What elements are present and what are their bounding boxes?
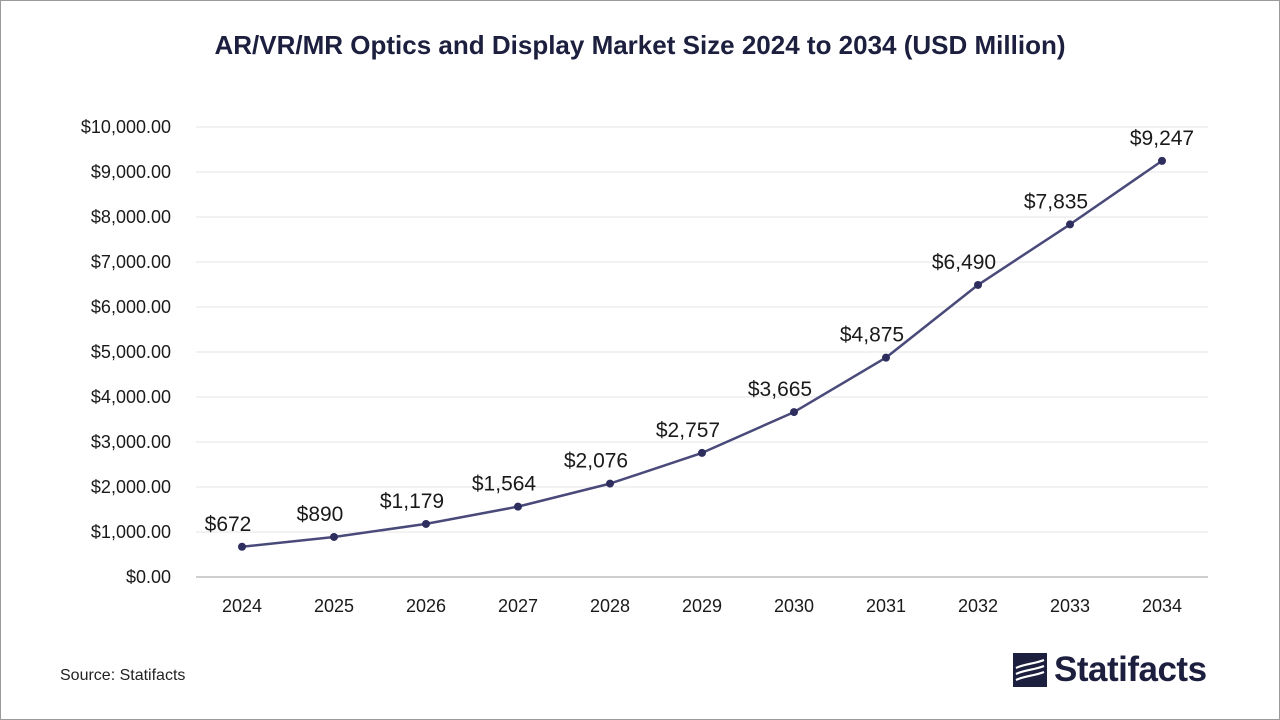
- data-point: [330, 532, 338, 541]
- x-tick-label: 2031: [866, 596, 906, 616]
- brand-name: Statifacts: [1054, 650, 1207, 689]
- series-line: [241, 159, 1163, 549]
- data-labels: $672 $890 $1,179 $1,564 $2,076 $2,757 $3,665 $4…: [205, 127, 1194, 536]
- data-label: $6,490: [932, 251, 996, 274]
- data-label: $1,564: [472, 473, 537, 496]
- y-tick-label: $6,000.00: [91, 297, 171, 317]
- data-point: [974, 280, 982, 289]
- y-tick-label: $0.00: [126, 567, 171, 587]
- data-label: $7,835: [1024, 190, 1088, 213]
- x-tick-label: 2027: [498, 596, 538, 616]
- statifacts-logo-icon: [1013, 653, 1047, 687]
- data-point: [514, 502, 522, 511]
- x-tick-label: 2030: [774, 596, 814, 616]
- y-tick-label: $8,000.00: [91, 207, 171, 227]
- x-tick-label: 2024: [222, 596, 262, 616]
- data-label: $1,179: [380, 490, 444, 513]
- x-axis-tick-labels: 2024 2025 2026 2027 2028 2029 2030 2031 2032 2033…: [222, 596, 1182, 616]
- data-point: [882, 353, 890, 362]
- x-tick-label: 2034: [1142, 596, 1182, 616]
- data-label: $4,875: [840, 324, 904, 347]
- y-tick-label: $10,000.00: [81, 117, 171, 137]
- chart-title: AR/VR/MR Optics and Display Market Size …: [214, 30, 1066, 60]
- y-tick-label: $2,000.00: [91, 477, 171, 497]
- data-point: [1066, 220, 1074, 229]
- brand-logo: Statifacts: [1012, 650, 1207, 690]
- data-point: [698, 448, 706, 457]
- y-tick-label: $1,000.00: [91, 522, 171, 542]
- data-label: $2,076: [564, 450, 628, 473]
- data-label: $672: [205, 513, 252, 536]
- y-tick-label: $4,000.00: [91, 387, 171, 407]
- y-tick-label: $3,000.00: [91, 432, 171, 452]
- data-point: [422, 519, 430, 528]
- data-label: $9,247: [1130, 127, 1194, 150]
- data-point: [606, 479, 614, 488]
- data-point: [790, 408, 798, 417]
- grid-lines: [196, 126, 1208, 533]
- x-tick-label: 2033: [1050, 596, 1090, 616]
- x-tick-label: 2029: [682, 596, 722, 616]
- data-point: [1158, 156, 1166, 165]
- x-tick-label: 2025: [314, 596, 354, 616]
- data-label: $890: [297, 503, 344, 526]
- source-note: Source: Statifacts: [60, 667, 186, 684]
- data-label: $3,665: [748, 378, 812, 401]
- y-tick-label: $5,000.00: [91, 342, 171, 362]
- y-tick-label: $9,000.00: [91, 162, 171, 182]
- data-label: $2,757: [656, 419, 720, 442]
- x-tick-label: 2028: [590, 596, 630, 616]
- y-tick-label: $7,000.00: [91, 252, 171, 272]
- data-point: [238, 542, 246, 551]
- y-axis-tick-labels: $0.00 $1,000.00 $2,000.00 $3,000.00 $4,000.0…: [81, 117, 171, 587]
- series-market-size: [238, 156, 1166, 551]
- x-tick-label: 2032: [958, 596, 998, 616]
- x-tick-label: 2026: [406, 596, 446, 616]
